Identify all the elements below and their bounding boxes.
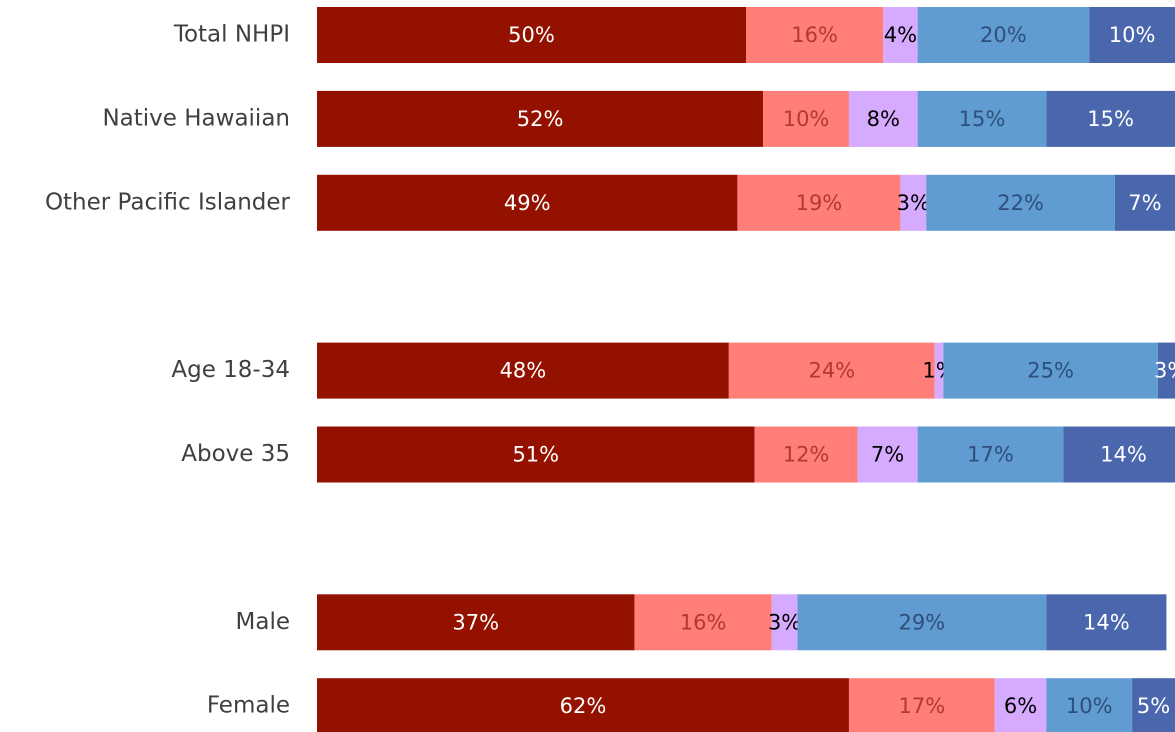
data-label: 14% <box>1083 610 1130 634</box>
bar-segment <box>317 90 764 147</box>
category-label: Total NHPI <box>173 22 290 48</box>
bar-segment <box>317 594 635 651</box>
bar-segment <box>317 426 755 483</box>
bar-segment <box>1046 90 1175 147</box>
bar-segment <box>728 342 935 399</box>
bar-segment <box>317 342 729 399</box>
bar-segment <box>917 90 1047 147</box>
data-label: 10% <box>783 107 830 131</box>
data-label: 16% <box>791 23 838 47</box>
category-label: Native Hawaiian <box>102 105 290 131</box>
data-label: 7% <box>1128 191 1161 215</box>
bar-segment <box>1132 678 1175 732</box>
data-label: 17% <box>899 694 946 718</box>
bar-segment <box>1157 342 1175 399</box>
bar-segment <box>943 342 1158 399</box>
category-label: Female <box>207 693 290 719</box>
bar-segment <box>771 594 798 651</box>
bar-segment <box>917 7 1090 63</box>
data-label: 15% <box>1087 107 1134 131</box>
data-label: 50% <box>508 23 555 47</box>
bar-segment <box>1089 7 1175 63</box>
data-label: 3% <box>897 191 930 215</box>
bar-segment <box>900 174 927 231</box>
data-label: 8% <box>867 107 900 131</box>
bar-segment <box>848 90 918 147</box>
bar-segment <box>317 7 746 63</box>
bar-segment <box>994 678 1047 732</box>
data-label: 37% <box>452 610 499 634</box>
data-label: 62% <box>560 694 607 718</box>
data-label: 15% <box>959 107 1006 131</box>
category-label: Age 18-34 <box>171 357 290 383</box>
bar-segment <box>634 594 772 651</box>
bar-segment <box>1046 678 1133 732</box>
category-label: Other Pacific Islander <box>45 189 291 215</box>
data-label: 49% <box>504 191 551 215</box>
category-label: Male <box>236 609 290 635</box>
data-label: 14% <box>1100 443 1147 467</box>
data-label: 19% <box>796 191 843 215</box>
bar-segment <box>848 678 995 732</box>
data-label: 3% <box>768 610 801 634</box>
data-label: 12% <box>783 443 830 467</box>
data-label: 4% <box>884 23 917 47</box>
bar-segment <box>857 426 918 483</box>
category-label: Above 35 <box>181 441 290 467</box>
data-label: 5% <box>1137 694 1170 718</box>
bar-segment <box>1046 594 1167 651</box>
data-label: 52% <box>517 107 564 131</box>
bar-segment <box>737 174 901 231</box>
data-label: 20% <box>980 23 1027 47</box>
data-label: 24% <box>808 359 855 383</box>
bar-segment <box>763 90 849 147</box>
bar-segment <box>797 594 1047 651</box>
bar-segment <box>317 678 849 732</box>
data-label: 7% <box>871 443 904 467</box>
data-label: 10% <box>1066 694 1113 718</box>
bar-segment <box>317 174 738 231</box>
bar-segment <box>883 7 918 63</box>
bar-segment <box>926 174 1115 231</box>
bar-segment <box>1063 426 1175 483</box>
bar-segment <box>934 342 944 399</box>
data-label: 25% <box>1027 359 1074 383</box>
data-label: 16% <box>680 610 727 634</box>
data-label: 10% <box>1109 23 1156 47</box>
data-label: 3% <box>1154 359 1175 383</box>
bar-segment <box>917 426 1064 483</box>
bar-segment <box>746 7 884 63</box>
data-label: 29% <box>899 610 946 634</box>
data-label: 17% <box>967 443 1014 467</box>
bar-segment <box>1114 174 1175 231</box>
bar-segment <box>754 426 858 483</box>
data-label: 22% <box>997 191 1044 215</box>
data-label: 6% <box>1004 694 1037 718</box>
data-label: 48% <box>500 359 547 383</box>
data-label: 51% <box>512 443 559 467</box>
